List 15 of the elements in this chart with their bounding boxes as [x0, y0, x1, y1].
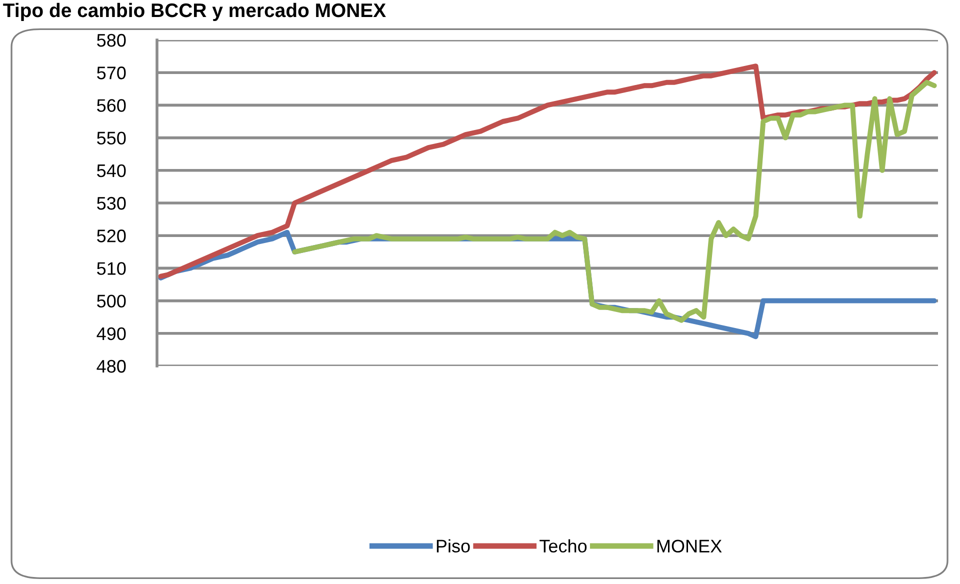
y-tick-label: 580 [97, 34, 126, 47]
y-tick-label: 550 [97, 132, 126, 145]
chart-title: Tipo de cambio BCCR y mercado MONEX [3, 2, 386, 22]
y-tick-label: 570 [97, 66, 126, 80]
y-tick-label: 520 [97, 230, 126, 242]
y-tick-label: 560 [97, 99, 126, 112]
y-tick-label: 490 [96, 327, 126, 340]
legend-label: Piso [436, 539, 470, 552]
legend-label: MONEX [657, 540, 722, 552]
y-tick-label: 500 [97, 294, 126, 308]
y-tick-label: 530 [97, 196, 126, 210]
y-tick-label: 480 [96, 360, 126, 373]
y-tick-label: 510 [97, 262, 126, 275]
y-tick-label: 540 [97, 164, 126, 178]
legend-label: Techo [540, 539, 587, 552]
